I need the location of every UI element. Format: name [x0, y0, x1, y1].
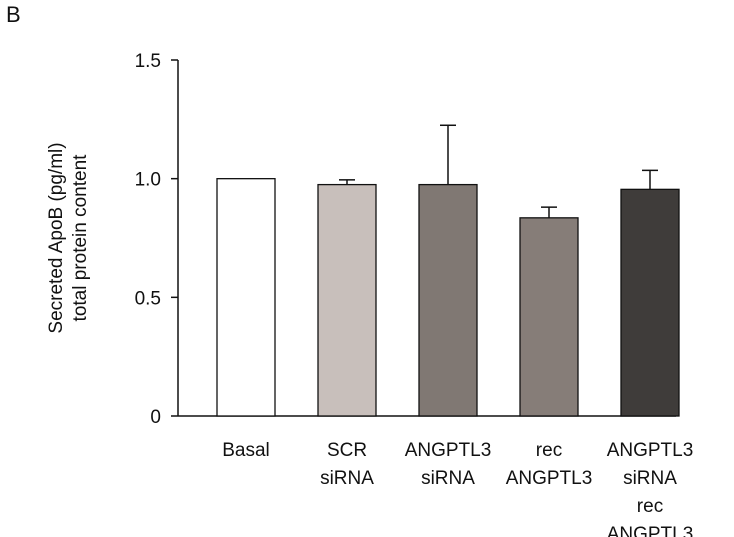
y-tick-label: 1.0 — [135, 170, 161, 191]
bar — [519, 217, 579, 417]
x-category-label: rec — [536, 440, 562, 461]
x-category-label: Basal — [222, 440, 270, 461]
y-tick-label: 0 — [150, 407, 161, 428]
y-ticks: 0 0.5 1.0 1.5 — [135, 51, 178, 428]
y-tick-label: 1.5 — [135, 51, 161, 72]
x-category-label: siRNA — [421, 468, 475, 489]
bar — [317, 183, 377, 417]
panel-label: B — [6, 2, 21, 27]
x-category-label: siRNA — [320, 468, 374, 489]
x-category-label: siRNA — [623, 468, 677, 489]
y-axis-title: Secreted ApoB (pg/ml) total protein conte… — [46, 142, 91, 333]
y-axis-title-line: total protein content — [70, 154, 91, 322]
x-labels: Basal SCR siRNA ANGPTL3 siRNA rec ANGPTL3 ANGPT… — [222, 440, 693, 537]
bar — [216, 178, 276, 417]
x-category-label: ANGPTL3 — [607, 440, 694, 461]
bars — [216, 178, 680, 417]
x-category-label: SCR — [327, 440, 367, 461]
y-tick-label: 0.5 — [135, 288, 161, 309]
x-category-label: ANGPTL3 — [506, 468, 593, 489]
y-axis-title-line: Secreted ApoB (pg/ml) — [46, 142, 67, 333]
x-category-label: ANGPTL3 — [405, 440, 492, 461]
bar — [418, 183, 478, 417]
x-category-label: ANGPTL3 — [607, 524, 694, 537]
bar — [620, 188, 680, 417]
x-category-label: rec — [637, 496, 663, 517]
error-bars — [339, 124, 658, 218]
